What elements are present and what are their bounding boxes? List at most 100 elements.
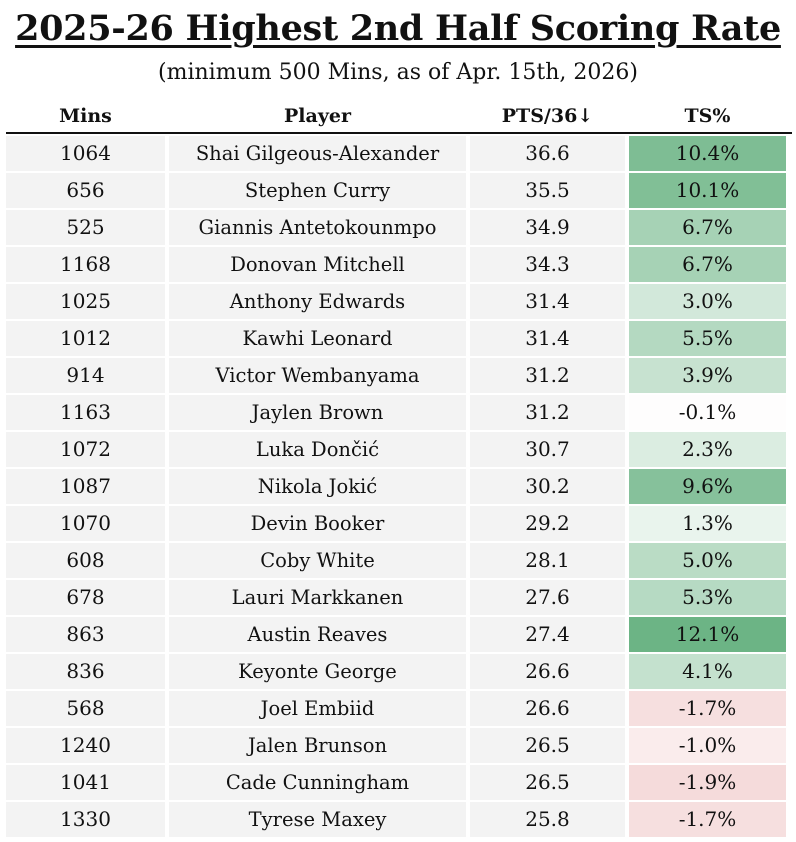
table-row: 568 Joel Embiid 26.6 -1.7%	[6, 691, 792, 726]
cell-player: Shai Gilgeous-Alexander	[169, 136, 466, 171]
cell-ts: 5.3%	[629, 580, 786, 615]
cell-ts: 4.1%	[629, 654, 786, 689]
header-player: Player	[284, 105, 351, 127]
cell-pts36: 29.2	[470, 506, 625, 541]
cell-player: Kawhi Leonard	[169, 321, 466, 356]
cell-pts36: 36.6	[470, 136, 625, 171]
table-row: 1072 Luka Dončić 30.7 2.3%	[6, 432, 792, 467]
cell-ts: -0.1%	[629, 395, 786, 430]
table-row: 608 Coby White 28.1 5.0%	[6, 543, 792, 578]
cell-player: Jaylen Brown	[169, 395, 466, 430]
cell-player: Luka Dončić	[169, 432, 466, 467]
table-row: 1240 Jalen Brunson 26.5 -1.0%	[6, 728, 792, 763]
table-row: 1012 Kawhi Leonard 31.4 5.5%	[6, 321, 792, 356]
cell-mins: 1240	[6, 728, 165, 763]
cell-mins: 678	[6, 580, 165, 615]
cell-pts36: 31.4	[470, 321, 625, 356]
chart-subtitle: (minimum 500 Mins, as of Apr. 15th, 2026…	[158, 60, 638, 85]
cell-ts: 2.3%	[629, 432, 786, 467]
cell-pts36: 25.8	[470, 802, 625, 837]
table-row: 914 Victor Wembanyama 31.2 3.9%	[6, 358, 792, 393]
table-row: 1070 Devin Booker 29.2 1.3%	[6, 506, 792, 541]
table-body: 1064 Shai Gilgeous-Alexander 36.6 10.4% 656 S…	[6, 136, 792, 837]
cell-ts: 6.7%	[629, 210, 786, 245]
cell-ts: 12.1%	[629, 617, 786, 652]
cell-ts: 5.5%	[629, 321, 786, 356]
cell-pts36: 26.5	[470, 765, 625, 800]
header-ts: TS%	[684, 105, 731, 127]
table-row: 836 Keyonte George 26.6 4.1%	[6, 654, 792, 689]
cell-mins: 568	[6, 691, 165, 726]
cell-mins: 1012	[6, 321, 165, 356]
cell-pts36: 34.3	[470, 247, 625, 282]
cell-ts: 10.4%	[629, 136, 786, 171]
cell-ts: -1.7%	[629, 802, 786, 837]
chart-title-text: 2025-26 Highest 2nd Half Scoring Rate	[15, 8, 781, 49]
table-row: 1087 Nikola Jokić 30.2 9.6%	[6, 469, 792, 504]
cell-pts36: 28.1	[470, 543, 625, 578]
cell-mins: 863	[6, 617, 165, 652]
cell-mins: 1163	[6, 395, 165, 430]
cell-mins: 1087	[6, 469, 165, 504]
cell-player: Giannis Antetokounmpo	[169, 210, 466, 245]
cell-player: Cade Cunningham	[169, 765, 466, 800]
cell-mins: 1041	[6, 765, 165, 800]
cell-mins: 1330	[6, 802, 165, 837]
cell-pts36: 35.5	[470, 173, 625, 208]
cell-pts36: 26.5	[470, 728, 625, 763]
table-row: 1168 Donovan Mitchell 34.3 6.7%	[6, 247, 792, 282]
cell-mins: 525	[6, 210, 165, 245]
cell-mins: 608	[6, 543, 165, 578]
table-row: 1041 Cade Cunningham 26.5 -1.9%	[6, 765, 792, 800]
cell-mins: 1070	[6, 506, 165, 541]
cell-player: Coby White	[169, 543, 466, 578]
cell-pts36: 31.2	[470, 395, 625, 430]
table-row: 525 Giannis Antetokounmpo 34.9 6.7%	[6, 210, 792, 245]
cell-mins: 656	[6, 173, 165, 208]
cell-player: Keyonte George	[169, 654, 466, 689]
header-pts36: PTS/36↓	[501, 105, 594, 127]
cell-player: Nikola Jokić	[169, 469, 466, 504]
table-row: 1163 Jaylen Brown 31.2 -0.1%	[6, 395, 792, 430]
cell-ts: 3.0%	[629, 284, 786, 319]
cell-mins: 1168	[6, 247, 165, 282]
cell-pts36: 26.6	[470, 654, 625, 689]
header-mins: Mins	[59, 105, 112, 127]
table-row: 863 Austin Reaves 27.4 12.1%	[6, 617, 792, 652]
table-row: 656 Stephen Curry 35.5 10.1%	[6, 173, 792, 208]
table-row: 1025 Anthony Edwards 31.4 3.0%	[6, 284, 792, 319]
cell-pts36: 31.4	[470, 284, 625, 319]
cell-player: Donovan Mitchell	[169, 247, 466, 282]
cell-player: Victor Wembanyama	[169, 358, 466, 393]
cell-player: Lauri Markkanen	[169, 580, 466, 615]
cell-pts36: 30.2	[470, 469, 625, 504]
cell-ts: 10.1%	[629, 173, 786, 208]
cell-pts36: 26.6	[470, 691, 625, 726]
cell-ts: 5.0%	[629, 543, 786, 578]
cell-pts36: 34.9	[470, 210, 625, 245]
cell-ts: 3.9%	[629, 358, 786, 393]
cell-ts: 9.6%	[629, 469, 786, 504]
cell-player: Devin Booker	[169, 506, 466, 541]
cell-mins: 836	[6, 654, 165, 689]
cell-ts: 1.3%	[629, 506, 786, 541]
cell-player: Stephen Curry	[169, 173, 466, 208]
chart-title: 2025-26 Highest 2nd Half Scoring Rate	[0, 8, 796, 49]
table-header: Mins Player PTS/36↓ TS%	[6, 100, 792, 134]
cell-pts36: 31.2	[470, 358, 625, 393]
cell-mins: 914	[6, 358, 165, 393]
cell-mins: 1064	[6, 136, 165, 171]
cell-ts: 6.7%	[629, 247, 786, 282]
cell-player: Joel Embiid	[169, 691, 466, 726]
cell-player: Austin Reaves	[169, 617, 466, 652]
cell-mins: 1025	[6, 284, 165, 319]
cell-ts: -1.9%	[629, 765, 786, 800]
cell-pts36: 30.7	[470, 432, 625, 467]
cell-player: Tyrese Maxey	[169, 802, 466, 837]
table-row: 1064 Shai Gilgeous-Alexander 36.6 10.4%	[6, 136, 792, 171]
cell-pts36: 27.4	[470, 617, 625, 652]
cell-mins: 1072	[6, 432, 165, 467]
cell-ts: -1.7%	[629, 691, 786, 726]
cell-player: Jalen Brunson	[169, 728, 466, 763]
cell-ts: -1.0%	[629, 728, 786, 763]
